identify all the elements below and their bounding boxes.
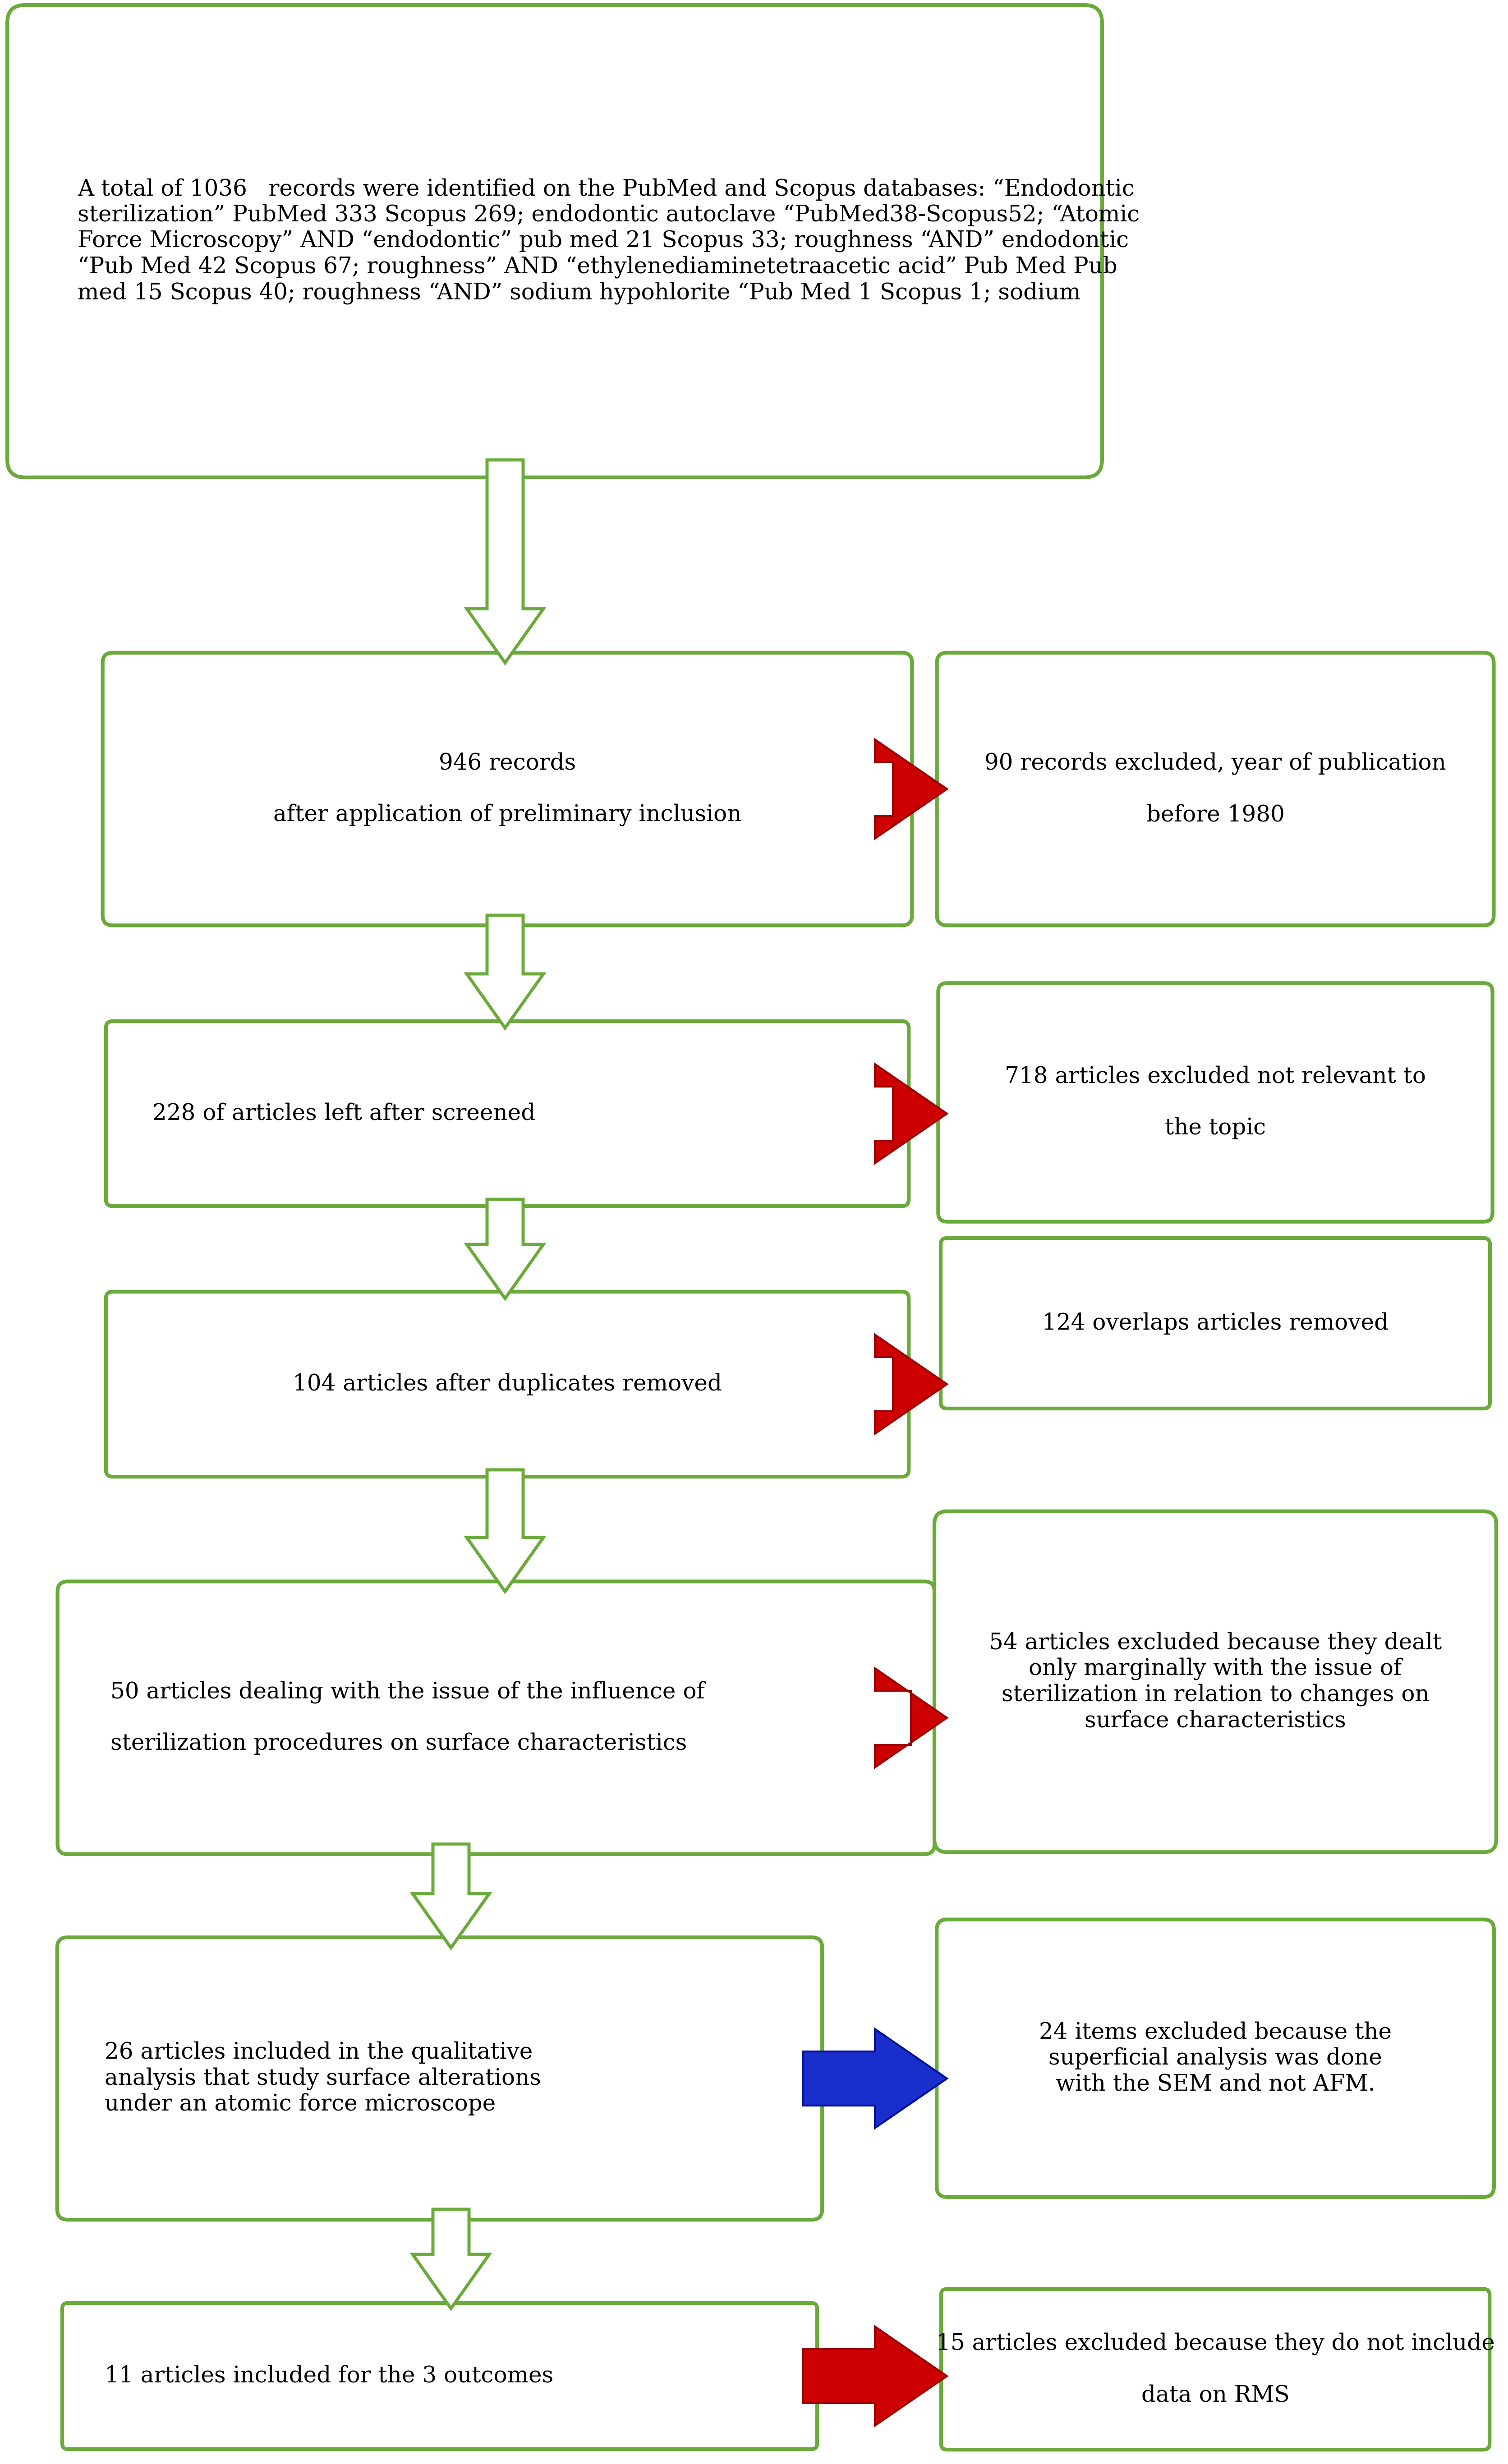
Text: 54 articles excluded because they dealt
only marginally with the issue of
steril: 54 articles excluded because they dealt … xyxy=(989,1631,1442,1732)
Text: 228 of articles left after screened: 228 of articles left after screened xyxy=(152,1101,535,1124)
Text: A total of 1036   records were identified on the PubMed and Scopus databases: “E: A total of 1036 records were identified … xyxy=(78,177,1140,303)
Text: 104 articles after duplicates removed: 104 articles after duplicates removed xyxy=(293,1372,722,1395)
FancyBboxPatch shape xyxy=(57,1937,822,2220)
Polygon shape xyxy=(413,2210,489,2309)
Text: 50 articles dealing with the issue of the influence of

sterilization procedures: 50 articles dealing with the issue of th… xyxy=(110,1680,704,1754)
Polygon shape xyxy=(413,1843,489,1947)
Text: 26 articles included in the qualitative
analysis that study surface alterations
: 26 articles included in the qualitative … xyxy=(106,2043,541,2117)
FancyBboxPatch shape xyxy=(936,653,1494,926)
FancyBboxPatch shape xyxy=(57,1582,935,1853)
Text: 90 records excluded, year of publication

before 1980: 90 records excluded, year of publication… xyxy=(985,752,1446,825)
Text: 946 records

after application of preliminary inclusion: 946 records after application of prelimi… xyxy=(273,752,742,825)
Text: 11 articles included for the 3 outcomes: 11 articles included for the 3 outcomes xyxy=(106,2365,553,2388)
Polygon shape xyxy=(875,739,947,838)
Polygon shape xyxy=(467,914,543,1027)
Polygon shape xyxy=(875,1668,947,1767)
Polygon shape xyxy=(875,1335,947,1434)
FancyBboxPatch shape xyxy=(8,5,1102,478)
Polygon shape xyxy=(802,2326,947,2425)
FancyBboxPatch shape xyxy=(941,2289,1490,2449)
Polygon shape xyxy=(467,1200,543,1299)
Polygon shape xyxy=(467,461,543,663)
Text: 124 overlaps articles removed: 124 overlaps articles removed xyxy=(1042,1313,1389,1335)
FancyBboxPatch shape xyxy=(938,983,1493,1222)
Text: 24 items excluded because the
superficial analysis was done
with the SEM and not: 24 items excluded because the superficia… xyxy=(1039,2020,1392,2094)
FancyBboxPatch shape xyxy=(103,653,912,926)
FancyBboxPatch shape xyxy=(935,1510,1496,1853)
FancyBboxPatch shape xyxy=(936,1919,1494,2198)
FancyBboxPatch shape xyxy=(941,1237,1490,1409)
Polygon shape xyxy=(802,2028,947,2129)
Text: 718 articles excluded not relevant to

the topic: 718 articles excluded not relevant to th… xyxy=(1004,1064,1427,1138)
Polygon shape xyxy=(467,1471,543,1592)
FancyBboxPatch shape xyxy=(106,1291,909,1476)
FancyBboxPatch shape xyxy=(106,1020,909,1207)
Text: 15 articles excluded because they do not include

data on RMS: 15 articles excluded because they do not… xyxy=(936,2333,1494,2407)
FancyBboxPatch shape xyxy=(62,2304,817,2449)
Polygon shape xyxy=(875,1064,947,1163)
